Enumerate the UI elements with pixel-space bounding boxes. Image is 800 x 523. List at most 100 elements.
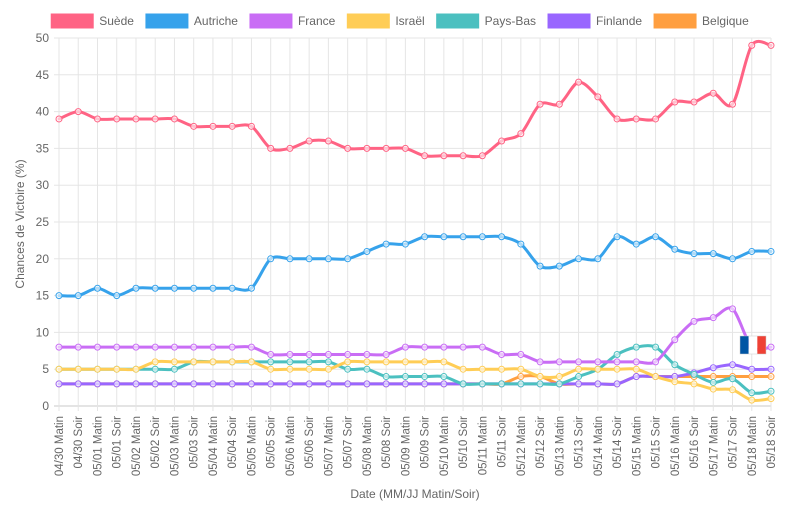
x-tick-label: 05/01 Matin — [92, 416, 104, 476]
data-point-suede — [228, 122, 236, 130]
legend-label: Israël — [395, 14, 424, 28]
x-tick-label: 05/11 Matin — [477, 416, 489, 475]
data-point-pays-bas — [748, 389, 756, 397]
data-point-finlande — [113, 380, 121, 388]
data-point-suede — [401, 144, 409, 152]
data-point-suede — [382, 144, 390, 152]
data-point-finlande — [594, 380, 602, 388]
data-point-france — [594, 358, 602, 366]
x-tick-label: 05/13 Soir — [574, 416, 586, 469]
data-point-france — [421, 343, 429, 351]
data-point-france — [690, 317, 698, 325]
y-axis-title: Chances de Victoire (%) — [13, 159, 27, 288]
data-point-suede — [478, 152, 486, 160]
data-point-autriche — [74, 292, 82, 300]
data-point-autriche — [305, 255, 313, 263]
data-point-france — [767, 343, 775, 351]
data-point-autriche — [671, 245, 679, 253]
x-tick-label: 05/05 Soir — [266, 416, 278, 469]
data-point-pays-bas — [517, 380, 525, 388]
x-tick-label: 05/03 Soir — [189, 416, 201, 469]
data-point-israel — [575, 365, 583, 373]
data-point-autriche — [190, 284, 198, 292]
data-point-pays-bas — [536, 380, 544, 388]
data-point-pays-bas — [401, 373, 409, 381]
data-point-suede — [247, 122, 255, 130]
y-tick-label: 40 — [36, 105, 50, 119]
series-lines — [55, 39, 775, 404]
data-point-france — [55, 343, 63, 351]
x-tick-label: 05/17 Soir — [728, 416, 740, 469]
legend-item-finlande: Finlande — [547, 13, 642, 29]
data-point-pays-bas — [671, 361, 679, 369]
x-axis: 04/30 Matin 04/30 Soir 05/01 Matin 05/01 So… — [54, 416, 778, 476]
x-tick-label: 05/11 Soir — [497, 416, 509, 468]
x-tick-label: 04/30 Soir — [73, 416, 85, 469]
data-point-belgique — [517, 373, 525, 381]
data-point-suede — [324, 137, 332, 145]
data-point-france — [632, 358, 640, 366]
data-point-suede — [55, 115, 63, 123]
data-point-finlande — [748, 365, 756, 373]
data-point-suede — [517, 130, 525, 138]
data-point-autriche — [748, 247, 756, 255]
data-point-france — [401, 343, 409, 351]
data-point-suede — [93, 115, 101, 123]
legend-swatch — [50, 13, 94, 29]
data-point-israel — [709, 385, 717, 393]
data-point-israel — [344, 358, 352, 366]
data-point-autriche — [401, 240, 409, 248]
data-point-israel — [324, 365, 332, 373]
x-tick-label: 05/10 Soir — [458, 416, 470, 469]
data-point-israel — [363, 358, 371, 366]
data-point-france — [440, 343, 448, 351]
data-point-pays-bas — [286, 358, 294, 366]
data-point-suede — [440, 152, 448, 160]
data-point-suede — [170, 115, 178, 123]
data-point-suede — [363, 144, 371, 152]
data-point-pays-bas — [729, 375, 737, 383]
data-point-autriche — [575, 255, 583, 263]
data-point-france — [247, 343, 255, 351]
data-point-pays-bas — [613, 350, 621, 358]
x-tick-label: 05/01 Soir — [112, 416, 124, 469]
data-point-france — [498, 350, 506, 358]
data-point-france — [729, 305, 737, 313]
series-autriche — [55, 233, 775, 300]
data-point-finlande — [613, 380, 621, 388]
data-point-suede — [113, 115, 121, 123]
legend-swatch — [346, 13, 390, 29]
data-point-suede — [498, 137, 506, 145]
data-point-france — [459, 343, 467, 351]
data-point-pays-bas — [382, 373, 390, 381]
data-point-pays-bas — [305, 358, 313, 366]
data-point-france — [151, 343, 159, 351]
x-tick-label: 05/12 Matin — [516, 416, 528, 476]
data-point-pays-bas — [344, 365, 352, 373]
data-point-belgique — [709, 373, 717, 381]
data-point-autriche — [267, 255, 275, 263]
y-tick-label: 30 — [36, 178, 50, 192]
series-line-suede — [57, 39, 773, 159]
data-point-pays-bas — [440, 373, 448, 381]
legend-label: Pays-Bas — [485, 14, 536, 28]
legend-label: Belgique — [702, 14, 749, 28]
x-tick-label: 05/18 Matin — [747, 416, 759, 476]
data-point-suede — [286, 144, 294, 152]
data-point-suede — [729, 100, 737, 108]
data-point-israel — [536, 373, 544, 381]
data-point-suede — [190, 122, 198, 130]
data-point-israel — [401, 358, 409, 366]
legend-item-france: France — [249, 13, 336, 29]
data-point-finlande — [344, 380, 352, 388]
y-tick-label: 50 — [36, 31, 50, 45]
data-point-suede — [652, 115, 660, 123]
data-point-finlande — [151, 380, 159, 388]
series-line-israel — [57, 359, 773, 402]
data-point-france — [267, 350, 275, 358]
x-tick-label: 05/02 Soir — [150, 416, 162, 469]
data-point-suede — [344, 144, 352, 152]
y-tick-label: 20 — [36, 252, 50, 266]
x-tick-label: 05/07 Matin — [323, 416, 335, 476]
